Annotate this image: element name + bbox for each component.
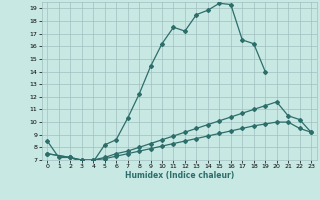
X-axis label: Humidex (Indice chaleur): Humidex (Indice chaleur) [124, 171, 234, 180]
